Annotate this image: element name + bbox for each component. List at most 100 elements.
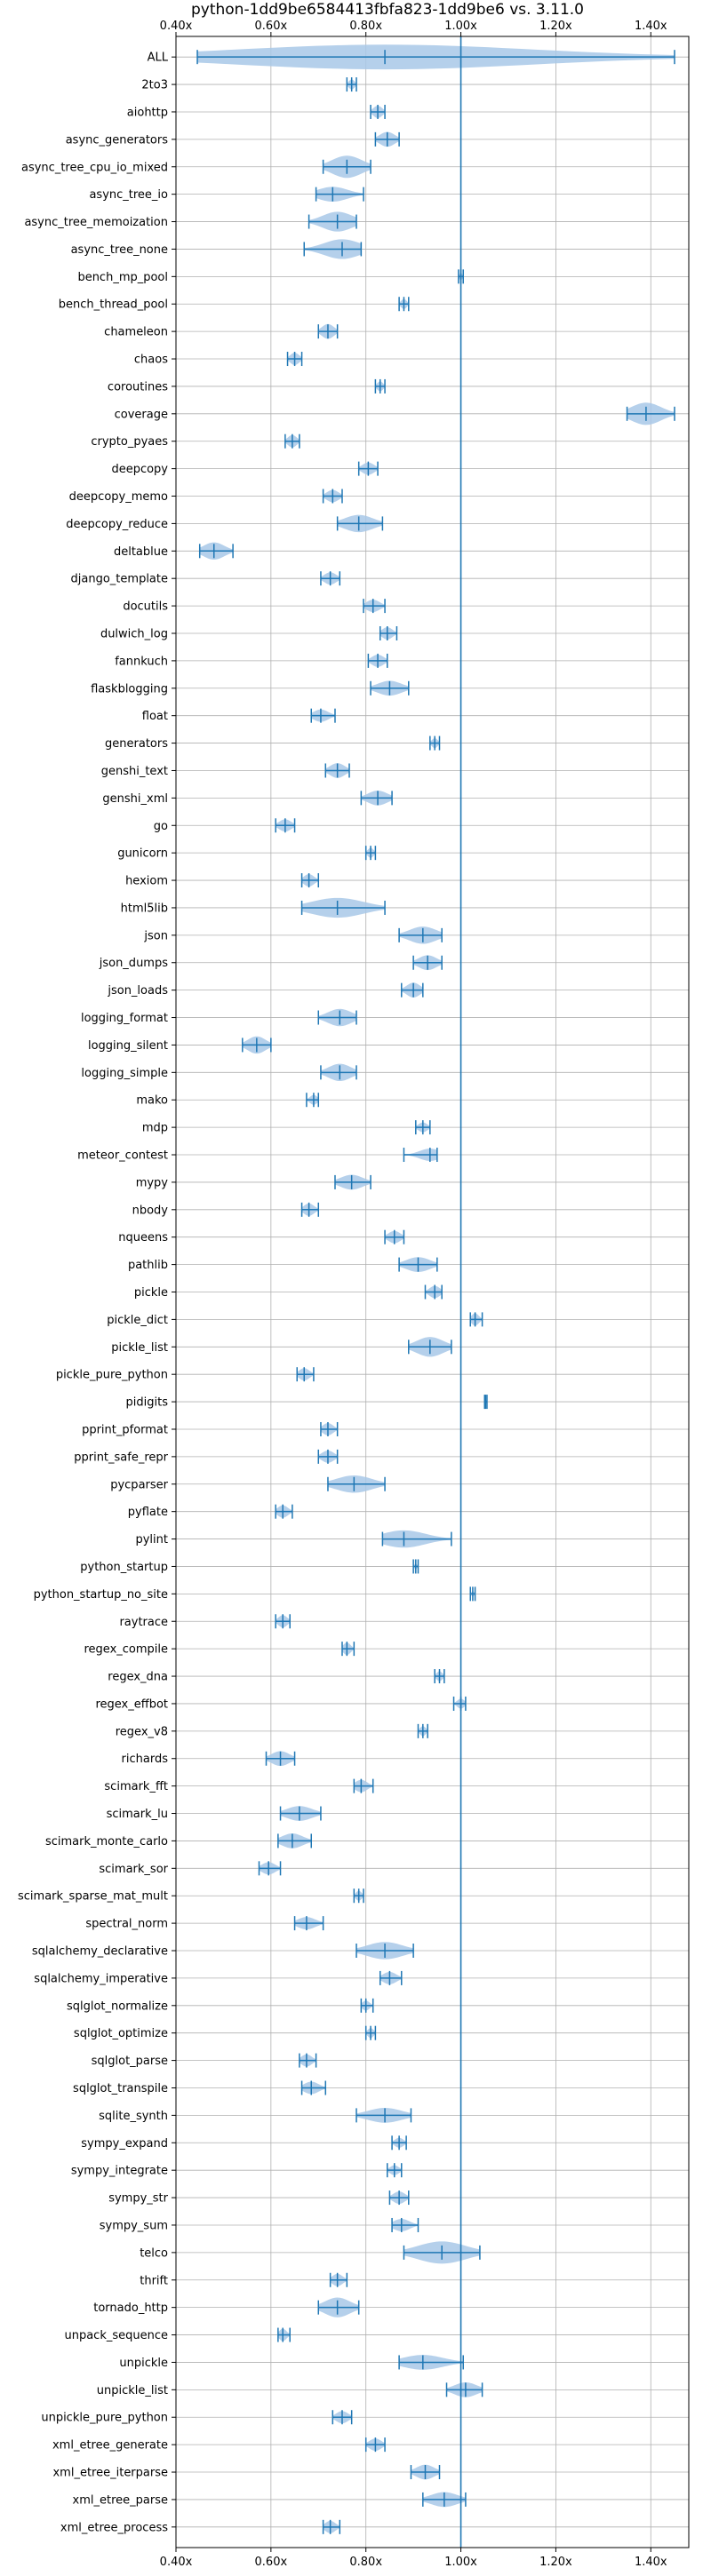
y-tick-label: mypy bbox=[136, 1176, 169, 1189]
violin-regex_v8 bbox=[417, 1723, 428, 1738]
y-tick-label: deepcopy_reduce bbox=[66, 518, 168, 531]
violin-xml_etree_process bbox=[322, 2519, 341, 2534]
violin-crypto_pyaes bbox=[284, 433, 300, 449]
violin-sqlglot_parse bbox=[299, 2053, 317, 2068]
violin-scimark_sparse_mat_mult bbox=[353, 1888, 364, 1904]
y-tick-label: pprint_safe_repr bbox=[74, 1451, 168, 1464]
y-tick-label: deltablue bbox=[114, 545, 168, 559]
y-tick-label: json_loads bbox=[107, 984, 168, 998]
y-tick-label: xml_etree_iterparse bbox=[52, 2467, 168, 2480]
violin-2to3 bbox=[346, 77, 357, 92]
violin-python_startup bbox=[412, 1559, 419, 1574]
violin-async_tree_none bbox=[303, 239, 363, 259]
y-tick-label: async_tree_memoization bbox=[24, 216, 168, 229]
y-tick-label: generators bbox=[105, 737, 168, 751]
y-tick-label: richards bbox=[122, 1753, 169, 1766]
y-tick-label: pickle_list bbox=[111, 1341, 168, 1355]
y-tick-label: bench_mp_pool bbox=[77, 271, 168, 284]
violin-deltablue bbox=[198, 542, 234, 561]
violin-coverage bbox=[626, 402, 675, 425]
y-tick-label: python_startup_no_site bbox=[34, 1588, 168, 1602]
violin-async_tree_memoization bbox=[308, 211, 357, 232]
y-tick-label: pycparser bbox=[110, 1478, 168, 1491]
y-tick-label: pickle bbox=[134, 1286, 168, 1300]
violin-generators bbox=[429, 735, 441, 751]
y-tick-label: pylint bbox=[135, 1533, 168, 1546]
violin-scimark_monte_carlo bbox=[277, 1833, 313, 1849]
x-tick-bottom-label: 1.40x bbox=[635, 2556, 667, 2569]
y-tick-label: ALL bbox=[148, 52, 169, 65]
y-tick-label: async_tree_none bbox=[71, 243, 168, 257]
x-tick-bottom-label: 1.00x bbox=[444, 2556, 477, 2569]
y-tick-label: nqueens bbox=[118, 1231, 168, 1244]
violin-async_tree_cpu_io_mixed bbox=[322, 155, 371, 179]
violin-scimark_fft bbox=[353, 1778, 374, 1793]
violin-json bbox=[398, 926, 443, 944]
violin-richards bbox=[265, 1751, 296, 1767]
violin-xml_etree_iterparse bbox=[410, 2464, 441, 2480]
y-tick-label: json bbox=[143, 929, 168, 942]
x-tick-top-label: 1.20x bbox=[539, 20, 572, 33]
violin-chaos bbox=[286, 352, 303, 367]
y-tick-label: unpack_sequence bbox=[64, 2329, 168, 2342]
y-tick-label: scimark_sor bbox=[99, 1863, 168, 1876]
y-tick-label: xml_etree_process bbox=[60, 2521, 168, 2534]
violin-pathlib bbox=[398, 1257, 438, 1272]
y-tick-label: scimark_sparse_mat_mult bbox=[18, 1890, 168, 1904]
y-tick-label: regex_effbot bbox=[95, 1697, 168, 1711]
x-axis-top: 0.40x 0.60x 0.80x 1.00x 1.20x 1.40x bbox=[160, 20, 667, 36]
violin-python_startup_no_site bbox=[469, 1586, 476, 1602]
y-tick-label: pickle_dict bbox=[107, 1314, 168, 1327]
violin-sympy_str bbox=[388, 2190, 410, 2206]
x-tick-bottom-label: 0.80x bbox=[349, 2556, 382, 2569]
y-tick-label: sqlglot_optimize bbox=[74, 2027, 168, 2040]
y-tick-label: meteor_contest bbox=[77, 1149, 168, 1163]
y-tick-label: flaskblogging bbox=[91, 682, 168, 696]
violin-sqlalchemy_imperative bbox=[379, 1970, 403, 1985]
violin-sqlglot_normalize bbox=[360, 1998, 374, 2013]
y-tick-label: logging_format bbox=[81, 1012, 168, 1025]
violin-go bbox=[275, 818, 296, 833]
y-tick-label: sqlalchemy_imperative bbox=[34, 1972, 168, 1985]
y-tick-label: sympy_expand bbox=[81, 2137, 168, 2151]
violin-pidigits bbox=[483, 1395, 488, 1410]
violin-sqlglot_transpile bbox=[300, 2080, 327, 2095]
violin-regex_effbot bbox=[452, 1696, 467, 1711]
violin-logging_format bbox=[317, 1008, 357, 1027]
y-tick-label: go bbox=[154, 820, 168, 833]
x-tick-bottom-label: 1.20x bbox=[539, 2556, 572, 2569]
violin-unpack_sequence bbox=[277, 2327, 291, 2342]
violin-hexiom bbox=[300, 873, 320, 888]
y-tick-label: sqlglot_transpile bbox=[73, 2082, 168, 2095]
violin-telco bbox=[403, 2241, 481, 2264]
violin-pickle_list bbox=[408, 1337, 452, 1357]
y-tick-label: scimark_monte_carlo bbox=[45, 1835, 168, 1849]
x-tick-top-label: 1.40x bbox=[635, 20, 667, 33]
violin-float bbox=[310, 708, 336, 723]
y-tick-label: gunicorn bbox=[117, 847, 168, 861]
y-tick-label: logging_simple bbox=[81, 1067, 168, 1080]
chart-title: python-1dd9be6584413fbfa823-1dd9be6 vs. … bbox=[191, 1, 584, 19]
y-tick-label: python_startup bbox=[80, 1561, 168, 1574]
x-tick-top-label: 0.80x bbox=[349, 20, 382, 33]
y-tick-label: sqlalchemy_declarative bbox=[32, 1945, 168, 1959]
y-tick-label: float bbox=[142, 710, 168, 723]
x-tick-top-label: 0.60x bbox=[255, 20, 288, 33]
violin-deepcopy_reduce bbox=[336, 514, 384, 533]
y-tick-label: django_template bbox=[71, 573, 168, 586]
violin-pickle_dict bbox=[469, 1312, 483, 1327]
y-tick-label: deepcopy bbox=[111, 463, 168, 476]
y-tick-label: fannkuch bbox=[115, 655, 168, 668]
grid-lines bbox=[175, 36, 689, 2548]
x-tick-bottom-label: 0.40x bbox=[160, 2556, 193, 2569]
x-axis-bottom: 0.40x 0.60x 0.80x 1.00x 1.20x 1.40x bbox=[160, 2548, 667, 2569]
violin-unpickle bbox=[398, 2355, 464, 2370]
y-tick-label: async_generators bbox=[66, 133, 169, 147]
y-tick-label: regex_dna bbox=[108, 1671, 168, 1684]
y-tick-label: unpickle_list bbox=[97, 2384, 168, 2397]
violin-dulwich_log bbox=[379, 625, 398, 640]
violin-deepcopy_memo bbox=[322, 489, 343, 504]
violin-coroutines bbox=[374, 378, 386, 394]
violin-nbody bbox=[300, 1202, 320, 1217]
y-tick-label: pathlib bbox=[128, 1259, 168, 1272]
